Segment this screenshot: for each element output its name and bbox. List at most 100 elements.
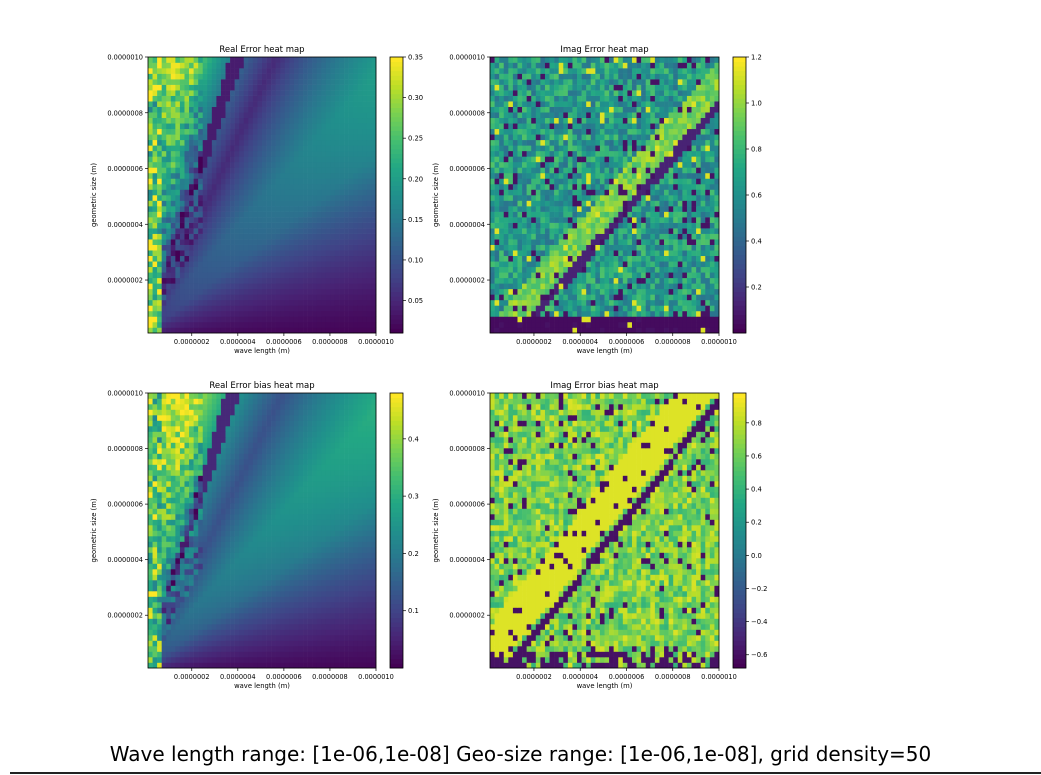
heatmap-cell xyxy=(293,172,299,179)
colorbar-step xyxy=(390,176,403,182)
heatmap-cell xyxy=(599,233,605,240)
heatmap-cell xyxy=(705,134,711,141)
heatmap-cell xyxy=(371,277,377,284)
heatmap-cell xyxy=(239,316,245,323)
heatmap-cell xyxy=(371,288,377,295)
heatmap-cell xyxy=(344,156,349,163)
heatmap-cell xyxy=(522,211,527,218)
heatmap-cell xyxy=(503,128,509,135)
heatmap-cell xyxy=(636,327,642,334)
heatmap-cell xyxy=(631,150,637,157)
heatmap-cell xyxy=(303,150,308,157)
heatmap-cell xyxy=(494,321,500,328)
heatmap-cell xyxy=(257,178,263,185)
colorbar-step xyxy=(390,199,403,205)
heatmap-cell xyxy=(298,255,304,262)
heatmap-cell xyxy=(613,112,619,119)
heatmap-cell xyxy=(298,101,304,107)
heatmap-cell xyxy=(572,90,578,96)
heatmap-cell xyxy=(599,266,605,273)
heatmap-cell xyxy=(202,79,208,85)
heatmap-cell xyxy=(198,150,204,157)
heatmap-cell xyxy=(526,250,532,257)
heatmap-cell xyxy=(266,266,272,273)
heatmap-cell xyxy=(211,233,217,240)
heatmap-cell xyxy=(599,228,605,234)
heatmap-cell xyxy=(627,250,633,257)
heatmap-cell xyxy=(686,266,692,273)
heatmap-cell xyxy=(184,316,190,323)
heatmap-cell xyxy=(700,250,706,257)
heatmap-cell xyxy=(595,139,601,146)
heatmap-cell xyxy=(362,128,368,135)
heatmap-cell xyxy=(362,261,368,268)
heatmap-cell xyxy=(508,316,514,323)
heatmap-cell xyxy=(211,117,217,124)
heatmap-cell xyxy=(586,206,592,212)
heatmap-cell xyxy=(544,233,550,240)
heatmap-cell xyxy=(499,150,505,157)
heatmap-cell xyxy=(604,90,610,96)
heatmap-cell xyxy=(371,266,377,273)
heatmap-cell xyxy=(618,327,624,334)
heatmap-cell xyxy=(673,79,679,85)
heatmap-cell xyxy=(709,101,715,107)
heatmap-cell xyxy=(353,112,359,119)
heatmap-cell xyxy=(284,172,290,179)
heatmap-cell xyxy=(645,68,651,74)
heatmap-cell xyxy=(293,294,299,301)
heatmap-cell xyxy=(248,172,254,179)
heatmap-cell xyxy=(604,150,610,157)
heatmap-cell xyxy=(714,172,720,179)
heatmap-cell xyxy=(622,90,628,96)
heatmap-cell xyxy=(230,310,235,317)
heatmap-cell xyxy=(284,128,290,135)
heatmap-cell xyxy=(540,117,546,124)
heatmap-cell xyxy=(714,244,720,251)
heatmap-cell xyxy=(508,117,514,124)
heatmap-cell xyxy=(659,195,665,201)
heatmap-cell xyxy=(252,239,258,245)
heatmap-cell xyxy=(503,299,509,306)
heatmap-cell xyxy=(334,178,340,185)
heatmap-cell xyxy=(526,123,532,130)
heatmap-cell xyxy=(157,112,162,119)
heatmap-cell xyxy=(558,90,564,96)
heatmap-cell xyxy=(586,211,592,218)
heatmap-cell xyxy=(664,261,669,268)
heatmap-cell xyxy=(700,183,706,190)
colorbar-step xyxy=(390,190,403,196)
heatmap-cell xyxy=(344,189,349,196)
heatmap-cell xyxy=(266,316,272,323)
heatmap-cell xyxy=(344,233,349,240)
heatmap-cell xyxy=(230,200,235,207)
heatmap-cell xyxy=(604,200,610,207)
heatmap-cell xyxy=(316,128,322,135)
heatmap-cell xyxy=(508,277,514,284)
heatmap-cell xyxy=(645,90,651,96)
heatmap-cell xyxy=(325,299,331,306)
heatmap-cell xyxy=(166,200,172,207)
heatmap-cell xyxy=(554,233,559,240)
heatmap-cell xyxy=(257,123,263,130)
heatmap-cell xyxy=(686,84,692,91)
heatmap-cell xyxy=(307,305,313,312)
heatmap-cell xyxy=(184,283,190,290)
heatmap-cell xyxy=(366,305,372,312)
heatmap-cell xyxy=(544,277,550,284)
heatmap-cell xyxy=(148,145,153,152)
heatmap-cell xyxy=(271,183,276,190)
heatmap-cell xyxy=(544,288,550,295)
heatmap-cell xyxy=(170,183,176,190)
heatmap-cell xyxy=(234,123,240,130)
heatmap-cell xyxy=(193,68,199,74)
heatmap-cell xyxy=(650,161,656,168)
heatmap-cell xyxy=(189,266,194,273)
heatmap-cell xyxy=(271,200,276,207)
heatmap-cell xyxy=(563,189,569,196)
heatmap-cell xyxy=(211,112,217,119)
heatmap-cell xyxy=(609,217,614,223)
heatmap-cell xyxy=(659,150,665,157)
heatmap-cell xyxy=(293,73,299,80)
heatmap-cell xyxy=(572,327,578,334)
